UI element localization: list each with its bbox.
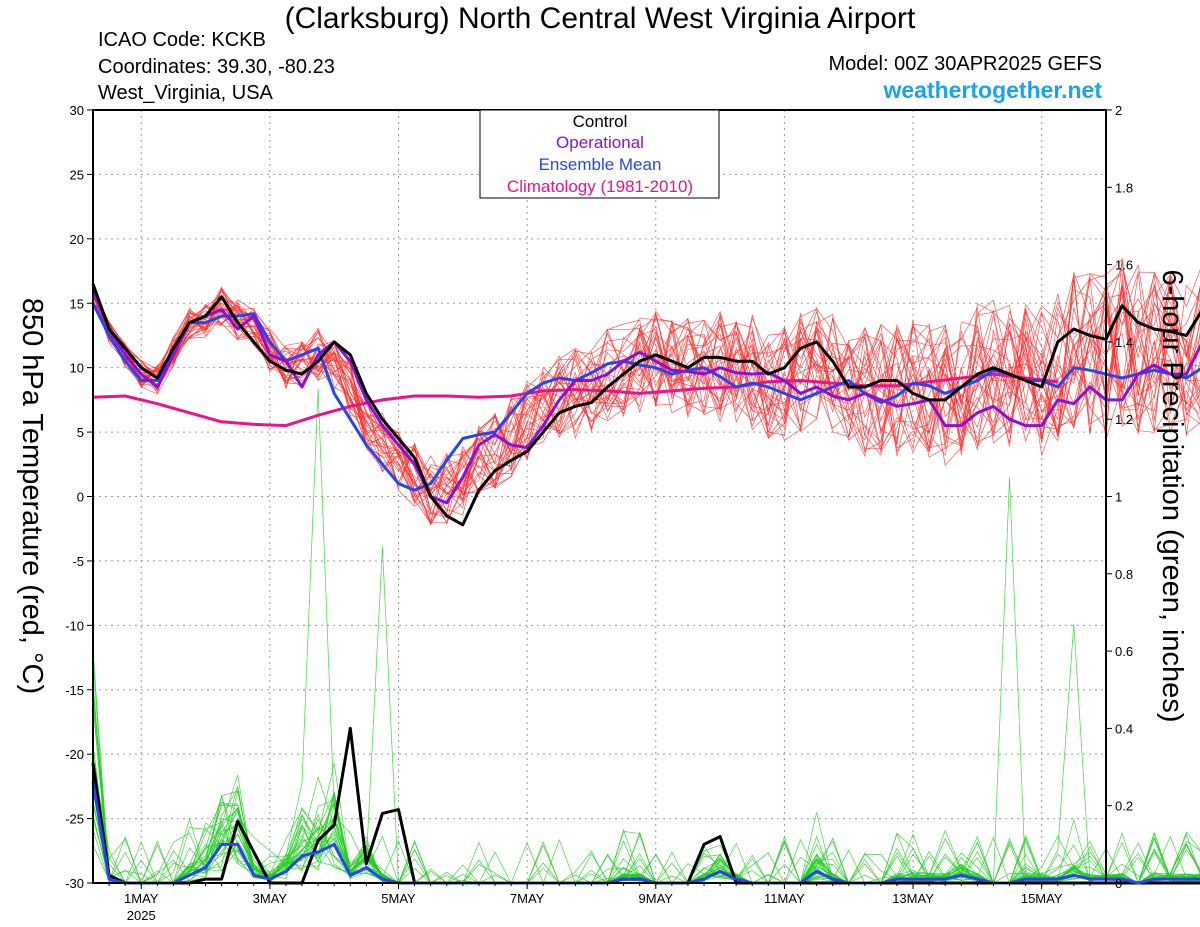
icao-code: ICAO Code: KCKB	[98, 29, 266, 51]
right-tick-label: 1	[1115, 490, 1122, 505]
left-tick-label: -30	[65, 876, 84, 891]
right-tick-label: 0.2	[1115, 799, 1133, 814]
member-precip-line	[92, 779, 1200, 884]
x-tick-label: 7MAY	[510, 891, 545, 906]
left-axis-label: 850 hPa Temperature (red, °C)	[16, 298, 48, 694]
left-tick-label: 30	[70, 103, 84, 118]
right-tick-label: 0.4	[1115, 721, 1133, 736]
legend-control: Control	[573, 112, 628, 131]
right-tick-label: 0	[1115, 876, 1122, 891]
left-tick-label: 0	[77, 490, 84, 505]
member-temp-line	[92, 278, 1200, 502]
site-brand: weathertogether.net	[883, 77, 1102, 103]
member-precip-lines	[92, 388, 1200, 885]
x-tick-label: 13MAY	[892, 891, 934, 906]
member-precip-line	[92, 388, 1200, 884]
member-precip-line	[92, 685, 1200, 884]
right-axis-label: 6-hour Precipitation (green, inches)	[1156, 270, 1188, 723]
ensemble-mean-precip-line	[91, 782, 1200, 885]
left-tick-label: -15	[65, 683, 84, 698]
model-run: Model: 00Z 30APR2025 GEFS	[828, 53, 1102, 75]
x-tick-year: 2025	[127, 908, 156, 923]
member-temp-line	[92, 276, 1200, 496]
left-tick-label: -10	[65, 618, 84, 633]
right-tick-label: 1.2	[1115, 412, 1133, 427]
right-tick-label: 0.6	[1115, 644, 1133, 659]
control-temp-line	[91, 283, 1200, 527]
x-tick-label: 1MAY	[124, 891, 159, 906]
x-tick-label: 3MAY	[253, 891, 288, 906]
member-temp-line	[92, 275, 1200, 496]
legend-climatology: Climatology (1981-2010)	[507, 177, 693, 196]
member-temp-line	[92, 287, 1200, 525]
member-precip-line	[92, 819, 1200, 884]
legend-box: Control Operational Ensemble Mean Climat…	[479, 109, 720, 199]
grid-lines	[93, 110, 1106, 883]
left-tick-label: -5	[72, 554, 84, 569]
left-tick-label: -25	[65, 812, 84, 827]
legend-ensemble-mean: Ensemble Mean	[539, 155, 662, 174]
member-precip-line	[92, 649, 1200, 884]
left-tick-label: 15	[70, 296, 84, 311]
member-precip-line	[92, 477, 1200, 884]
member-precip-line	[92, 623, 1200, 884]
right-tick-label: 2	[1115, 103, 1122, 118]
operational-temp-line	[91, 289, 1200, 505]
member-precip-line	[92, 660, 1200, 885]
left-tick-label: 10	[70, 361, 84, 376]
coordinates: Coordinates: 39.30, -80.23	[98, 56, 335, 78]
x-tick-label: 9MAY	[639, 891, 674, 906]
right-tick-label: 1.4	[1115, 335, 1133, 350]
climatology-temp-line	[92, 372, 1058, 428]
left-tick-label: 20	[70, 232, 84, 247]
right-tick-label: 1.6	[1115, 258, 1133, 273]
member-temp-line	[92, 288, 1200, 489]
left-tick-label: 25	[70, 167, 84, 182]
legend-operational: Operational	[556, 133, 644, 152]
member-precip-line	[92, 705, 1200, 884]
x-tick-label: 5MAY	[381, 891, 416, 906]
left-tick-label: -20	[65, 747, 84, 762]
axis-ticks: 302520151050-5-10-15-20-25-3021.81.61.41…	[65, 103, 1133, 923]
member-temp-line	[92, 262, 1200, 494]
ensemble-mean-temp-line	[91, 302, 1200, 492]
x-tick-label: 11MAY	[764, 891, 805, 906]
member-precip-line	[92, 546, 1200, 884]
right-tick-label: 1.8	[1115, 180, 1133, 195]
chart-title: (Clarksburg) North Central West Virginia…	[284, 2, 916, 35]
right-tick-label: 0.8	[1115, 567, 1133, 582]
member-temp-line	[92, 287, 1200, 490]
x-tick-label: 15MAY	[1021, 891, 1063, 906]
left-tick-label: 5	[77, 425, 84, 440]
location: West_Virginia, USA	[98, 82, 273, 104]
